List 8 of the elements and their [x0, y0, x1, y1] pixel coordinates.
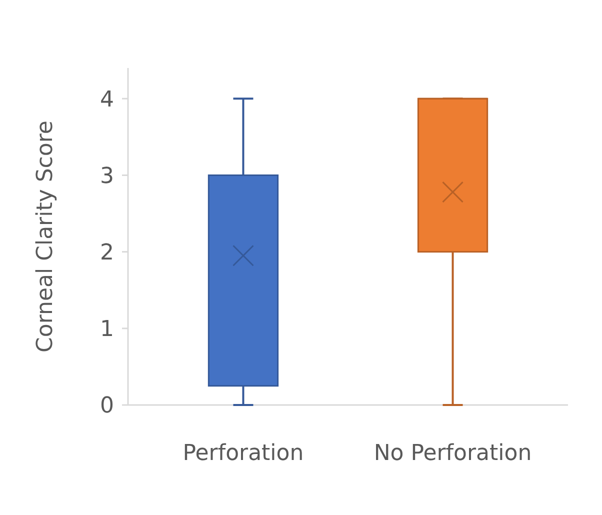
x-tick-label: No Perforation [374, 441, 532, 466]
y-axis-title: Corneal Clarity Score [33, 120, 58, 352]
x-tick-label: Perforation [182, 441, 304, 466]
y-tick-label: 0 [100, 394, 114, 419]
y-tick-label: 2 [100, 240, 114, 266]
y-tick-label: 1 [100, 317, 114, 342]
y-tick-label: 3 [100, 164, 114, 189]
y-tick-label: 4 [100, 87, 114, 112]
